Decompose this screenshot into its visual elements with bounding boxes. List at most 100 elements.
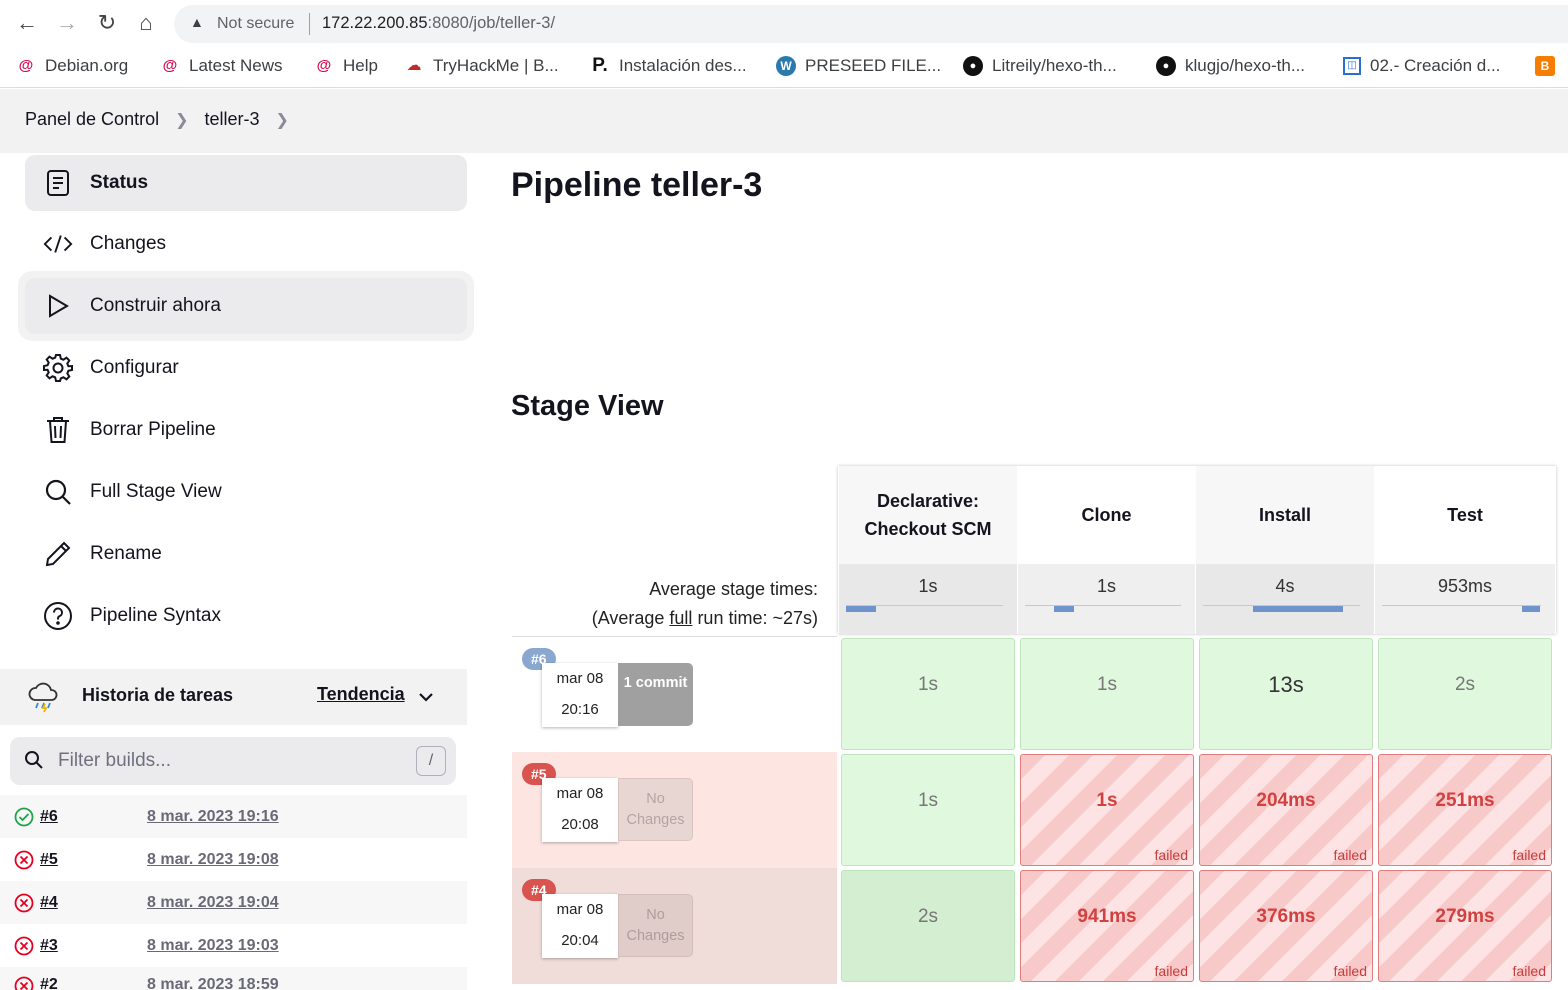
full-run-link[interactable]: full: [669, 608, 693, 628]
avg-stage-time: 1s: [1018, 564, 1195, 634]
build-date-link[interactable]: 8 mar. 2023 19:04: [147, 893, 279, 911]
build-date-link[interactable]: 8 mar. 2023 19:08: [147, 850, 279, 868]
bookmark-item[interactable]: P. Instalación des...: [590, 55, 746, 76]
weather-cloud-icon: [27, 680, 61, 719]
bookmarks-bar: @ Debian.org @ Latest News @ Help ☁ TryHackM…: [0, 48, 1568, 88]
build-row[interactable]: #3 8 mar. 2023 19:03: [0, 924, 467, 967]
bookmark-item[interactable]: @ Latest News: [160, 56, 283, 76]
run-date: mar 08 20:04: [542, 894, 618, 958]
bookmark-item[interactable]: @ Debian.org: [16, 56, 129, 76]
page-title: Pipeline teller-3: [511, 166, 763, 204]
build-row[interactable]: #5 8 mar. 2023 19:08: [0, 838, 467, 881]
reload-icon[interactable]: ↻: [97, 10, 117, 35]
run-row-left: #4 mar 08 20:04 No Changes: [512, 868, 837, 984]
filter-builds-field[interactable]: /: [10, 737, 456, 785]
run-changes-button[interactable]: No Changes: [618, 778, 693, 841]
bookmark-item[interactable]: B: [1535, 56, 1564, 76]
stage-cell[interactable]: 1s: [841, 754, 1015, 866]
task-pipeline-syntax[interactable]: Pipeline Syntax: [25, 588, 467, 644]
stage-cell[interactable]: 1s: [841, 638, 1015, 750]
bookmark-item[interactable]: ☁ TryHackMe | B...: [404, 56, 559, 76]
run-changes-button[interactable]: No Changes: [618, 894, 693, 957]
help-icon: [43, 601, 73, 631]
task-full-stage-view[interactable]: Full Stage View: [25, 464, 467, 520]
task-configure[interactable]: Configurar: [25, 340, 467, 396]
task-status[interactable]: Status: [25, 155, 467, 211]
trend-link[interactable]: Tendencia: [317, 684, 405, 704]
wordpress-icon: W: [776, 56, 796, 76]
stage-cell[interactable]: 13s: [1199, 638, 1373, 750]
build-date-link[interactable]: 8 mar. 2023 18:59: [147, 976, 279, 990]
failed-x-icon: [14, 976, 34, 990]
task-rename[interactable]: Rename: [25, 526, 467, 582]
build-row[interactable]: #6 8 mar. 2023 19:16: [0, 795, 467, 838]
stage-header: Install: [1196, 466, 1374, 564]
home-icon[interactable]: ⌂: [139, 10, 153, 35]
build-row[interactable]: #4 8 mar. 2023 19:04: [0, 881, 467, 924]
breadcrumb: Panel de Control ❯ teller-3 ❯: [25, 109, 305, 130]
build-number-link[interactable]: #3: [40, 936, 58, 954]
stage-cell[interactable]: 1s: [1020, 638, 1194, 750]
run-row-left: #6 mar 08 20:16 1 commit: [512, 636, 837, 752]
build-row[interactable]: #2 8 mar. 2023 18:59: [0, 967, 467, 990]
bookmark-item[interactable]: W PRESEED FILE...: [776, 56, 941, 76]
address-bar[interactable]: ▲ Not secure 172.22.200.85:8080/job/tell…: [174, 5, 1568, 43]
stage-header: Test: [1375, 466, 1555, 564]
chevron-right-icon: ❯: [175, 111, 189, 129]
url-text[interactable]: 172.22.200.85:8080/job/teller-3/: [322, 14, 556, 32]
forward-icon[interactable]: →: [56, 10, 78, 35]
debian-icon: @: [162, 57, 178, 74]
stage-cell-failed[interactable]: 279ms failed: [1378, 870, 1552, 982]
task-delete[interactable]: Borrar Pipeline: [25, 402, 467, 458]
task-build-now[interactable]: Construir ahora: [25, 278, 467, 334]
back-icon[interactable]: ←: [16, 10, 38, 35]
bookmark-item[interactable]: @ Help: [314, 56, 378, 76]
p-logo-icon: P.: [592, 55, 608, 76]
notepad-icon: [43, 168, 73, 198]
run-changes-button[interactable]: 1 commit: [618, 663, 693, 726]
run-row-left: #5 mar 08 20:08 No Changes: [512, 752, 837, 868]
avg-stage-time: 1s: [839, 564, 1017, 634]
run-date: mar 08 20:16: [542, 663, 618, 727]
bookmark-item[interactable]: ● klugjo/hexo-th...: [1156, 56, 1305, 76]
task-changes[interactable]: Changes: [25, 216, 467, 272]
avg-stage-time: 4s: [1196, 564, 1374, 634]
trash-icon: [43, 415, 73, 445]
bookmark-item[interactable]: ● Litreily/hexo-th...: [963, 56, 1117, 76]
average-stage-times-label: Average stage times: (Average full run t…: [591, 579, 818, 628]
stage-cell-failed[interactable]: 941ms failed: [1020, 870, 1194, 982]
divider: [309, 13, 310, 35]
stage-header: Declarative: Checkout SCM: [839, 466, 1017, 564]
build-number-link[interactable]: #5: [40, 850, 58, 868]
build-number-link[interactable]: #2: [40, 976, 58, 990]
chevron-down-icon[interactable]: [418, 683, 434, 710]
run-date: mar 08 20:08: [542, 778, 618, 842]
stage-cell-failed[interactable]: 251ms failed: [1378, 754, 1552, 866]
build-history-title: Historia de tareas: [82, 685, 234, 705]
security-label[interactable]: Not secure: [217, 15, 295, 32]
stage-header: Clone: [1018, 466, 1195, 564]
build-history-header: Historia de tareas Tendencia: [0, 669, 467, 725]
github-icon: ●: [1156, 56, 1176, 76]
cloud-icon: ☁: [406, 57, 422, 74]
bookmark-item[interactable]: ◫ 02.- Creación d...: [1343, 56, 1500, 76]
stage-cell-failed[interactable]: 1s failed: [1020, 754, 1194, 866]
build-date-link[interactable]: 8 mar. 2023 19:16: [147, 807, 279, 825]
sidebar: Status Changes Construir ahora Configura…: [0, 153, 490, 990]
build-number-link[interactable]: #6: [40, 807, 58, 825]
gear-icon: [43, 353, 73, 383]
breadcrumb-root[interactable]: Panel de Control: [25, 109, 160, 129]
stage-cell[interactable]: 2s: [1378, 638, 1552, 750]
chevron-right-icon[interactable]: ❯: [275, 111, 289, 129]
stage-cell[interactable]: 2s: [841, 870, 1015, 982]
build-number-link[interactable]: #4: [40, 893, 58, 911]
debian-icon: @: [18, 57, 34, 74]
build-date-link[interactable]: 8 mar. 2023 19:03: [147, 936, 279, 954]
stage-cell-failed[interactable]: 204ms failed: [1199, 754, 1373, 866]
stage-cell-failed[interactable]: 376ms failed: [1199, 870, 1373, 982]
avg-stage-time: 953ms: [1375, 564, 1555, 634]
warning-icon[interactable]: ▲: [190, 14, 204, 30]
breadcrumb-job[interactable]: teller-3: [204, 109, 260, 129]
filter-builds-input[interactable]: [58, 748, 398, 774]
keyboard-shortcut-hint: /: [416, 746, 446, 776]
